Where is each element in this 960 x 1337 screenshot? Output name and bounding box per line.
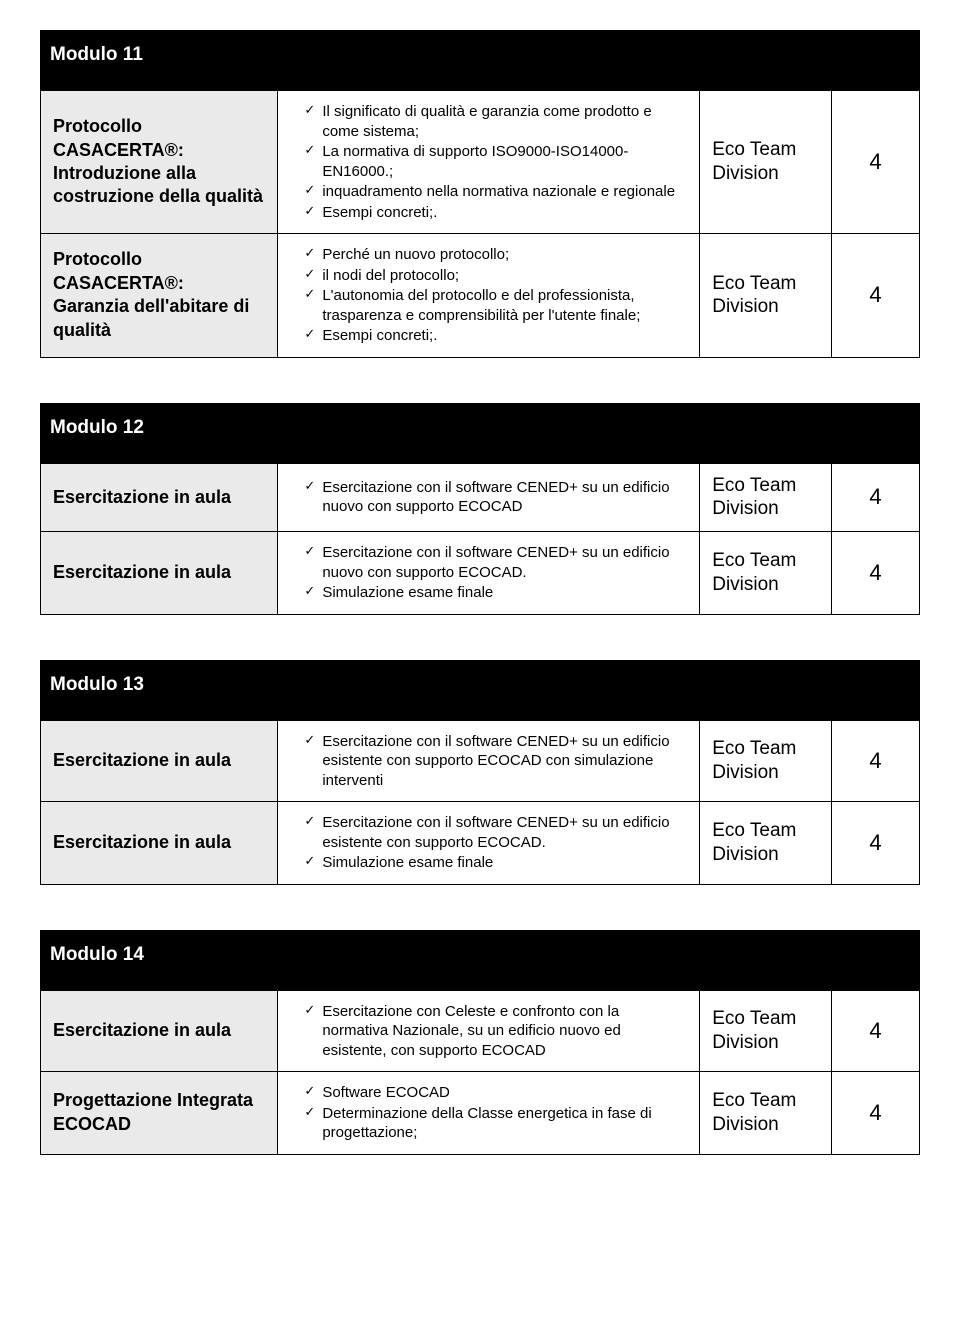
- table-row: Esercitazione in aula Esercitazione con i…: [41, 720, 920, 802]
- row-hours: 4: [832, 1072, 920, 1155]
- bullet-item: il nodi del protocollo;: [304, 266, 687, 286]
- team-name: Eco Team: [712, 1090, 796, 1111]
- team-name: Eco Team: [712, 475, 796, 496]
- row-team: Eco TeamDivision: [700, 463, 832, 532]
- bullet-list: Esercitazione con il software CENED+ su …: [290, 478, 687, 517]
- bullet-list: Perché un nuovo protocollo;il nodi del p…: [290, 245, 687, 346]
- bullet-item: Esercitazione con il software CENED+ su …: [304, 478, 687, 517]
- table-row: Esercitazione in aula Esercitazione con C…: [41, 990, 920, 1072]
- team-division: Division: [712, 1114, 779, 1135]
- row-hours: 4: [832, 234, 920, 358]
- bullet-item: Esercitazione con il software CENED+ su …: [304, 543, 687, 582]
- row-contents: Software ECOCADDeterminazione della Clas…: [278, 1072, 700, 1155]
- bullet-item: Esercitazione con il software CENED+ su …: [304, 813, 687, 852]
- team-name: Eco Team: [712, 139, 796, 160]
- row-hours: 4: [832, 990, 920, 1072]
- team-name: Eco Team: [712, 820, 796, 841]
- module-block: Modulo 14Esercitazione in aulaEsercitazi…: [40, 930, 920, 1155]
- module-block: Modulo 13Esercitazione in aulaEsercitazi…: [40, 660, 920, 885]
- team-name: Eco Team: [712, 550, 796, 571]
- row-hours: 4: [832, 91, 920, 234]
- row-team: Eco Team Division: [700, 720, 832, 802]
- row-contents: Esercitazione con il software CENED+ su …: [278, 463, 700, 532]
- module-block: Modulo 12Esercitazione in aulaEsercitazi…: [40, 403, 920, 615]
- bullet-item: Esempi concreti;.: [304, 203, 687, 223]
- row-team: Eco TeamDivision: [700, 234, 832, 358]
- bullet-list: Esercitazione con il software CENED+ su …: [290, 543, 687, 603]
- module-block: Modulo 11Protocollo CASACERTA®:Introduzi…: [40, 30, 920, 358]
- row-topic: Esercitazione in aula: [41, 990, 278, 1072]
- table-row: Esercitazione in aula Esercitazione con i…: [41, 802, 920, 885]
- team-name: Eco Team: [712, 1008, 796, 1029]
- module-header: Modulo 11: [40, 30, 920, 90]
- module-table: Protocollo CASACERTA®:Introduzione allac…: [40, 90, 920, 358]
- row-team: Eco Team Division: [700, 1072, 832, 1155]
- table-row: Esercitazione in aula Esercitazione con i…: [41, 532, 920, 615]
- row-topic: Esercitazione in aula: [41, 463, 278, 532]
- row-team: Eco Team Division: [700, 532, 832, 615]
- module-header: Modulo 12: [40, 403, 920, 463]
- module-header: Modulo 13: [40, 660, 920, 720]
- team-division: Division: [712, 574, 779, 595]
- bullet-item: Esercitazione con Celeste e confronto co…: [304, 1002, 687, 1061]
- row-team: Eco Team Division: [700, 802, 832, 885]
- row-topic: Protocollo CASACERTA®:Garanzia dell'abit…: [41, 234, 278, 358]
- bullet-item: Simulazione esame finale: [304, 583, 687, 603]
- bullet-list: Esercitazione con il software CENED+ su …: [290, 732, 687, 791]
- module-table: Esercitazione in aula Esercitazione con C…: [40, 990, 920, 1155]
- table-row: Protocollo CASACERTA®:Introduzione allac…: [41, 91, 920, 234]
- row-contents: Esercitazione con il software CENED+ su …: [278, 720, 700, 802]
- bullet-item: Perché un nuovo protocollo;: [304, 245, 687, 265]
- team-division: Division: [712, 762, 779, 783]
- row-contents: Esercitazione con il software CENED+ su …: [278, 802, 700, 885]
- bullet-item: Simulazione esame finale: [304, 853, 687, 873]
- bullet-list: Esercitazione con Celeste e confronto co…: [290, 1002, 687, 1061]
- row-topic: Protocollo CASACERTA®:Introduzione allac…: [41, 91, 278, 234]
- bullet-item: Software ECOCAD: [304, 1083, 687, 1103]
- row-contents: Perché un nuovo protocollo;il nodi del p…: [278, 234, 700, 358]
- bullet-item: Determinazione della Classe energetica i…: [304, 1104, 687, 1143]
- team-division: Division: [712, 498, 779, 519]
- team-name: Eco Team: [712, 273, 796, 294]
- row-team: Eco Team Division: [700, 990, 832, 1072]
- row-hours: 4: [832, 802, 920, 885]
- row-topic: Esercitazione in aula: [41, 720, 278, 802]
- row-hours: 4: [832, 463, 920, 532]
- bullet-item: inquadramento nella normativa nazionale …: [304, 182, 687, 202]
- row-team: Eco Team Division: [700, 91, 832, 234]
- team-division: Division: [712, 844, 779, 865]
- team-division: Division: [712, 296, 779, 317]
- row-contents: Il significato di qualità e garanzia com…: [278, 91, 700, 234]
- table-row: Progettazione IntegrataECOCADSoftware EC…: [41, 1072, 920, 1155]
- bullet-item: Esempi concreti;.: [304, 326, 687, 346]
- table-row: Protocollo CASACERTA®:Garanzia dell'abit…: [41, 234, 920, 358]
- bullet-item: La normativa di supporto ISO9000-ISO1400…: [304, 142, 687, 181]
- bullet-list: Il significato di qualità e garanzia com…: [290, 102, 687, 222]
- row-hours: 4: [832, 532, 920, 615]
- team-division: Division: [712, 163, 779, 184]
- row-topic: Esercitazione in aula: [41, 532, 278, 615]
- row-contents: Esercitazione con il software CENED+ su …: [278, 532, 700, 615]
- module-table: Esercitazione in aula Esercitazione con i…: [40, 720, 920, 885]
- bullet-item: Il significato di qualità e garanzia com…: [304, 102, 687, 141]
- table-row: Esercitazione in aula Esercitazione con i…: [41, 463, 920, 532]
- team-division: Division: [712, 1032, 779, 1053]
- row-topic: Progettazione IntegrataECOCAD: [41, 1072, 278, 1155]
- row-contents: Esercitazione con Celeste e confronto co…: [278, 990, 700, 1072]
- team-name: Eco Team: [712, 738, 796, 759]
- bullet-list: Software ECOCADDeterminazione della Clas…: [290, 1083, 687, 1143]
- bullet-item: L'autonomia del protocollo e del profess…: [304, 286, 687, 325]
- row-topic: Esercitazione in aula: [41, 802, 278, 885]
- bullet-item: Esercitazione con il software CENED+ su …: [304, 732, 687, 791]
- module-table: Esercitazione in aula Esercitazione con i…: [40, 463, 920, 615]
- module-header: Modulo 14: [40, 930, 920, 990]
- row-hours: 4: [832, 720, 920, 802]
- bullet-list: Esercitazione con il software CENED+ su …: [290, 813, 687, 873]
- page-root: Modulo 11Protocollo CASACERTA®:Introduzi…: [40, 30, 920, 1155]
